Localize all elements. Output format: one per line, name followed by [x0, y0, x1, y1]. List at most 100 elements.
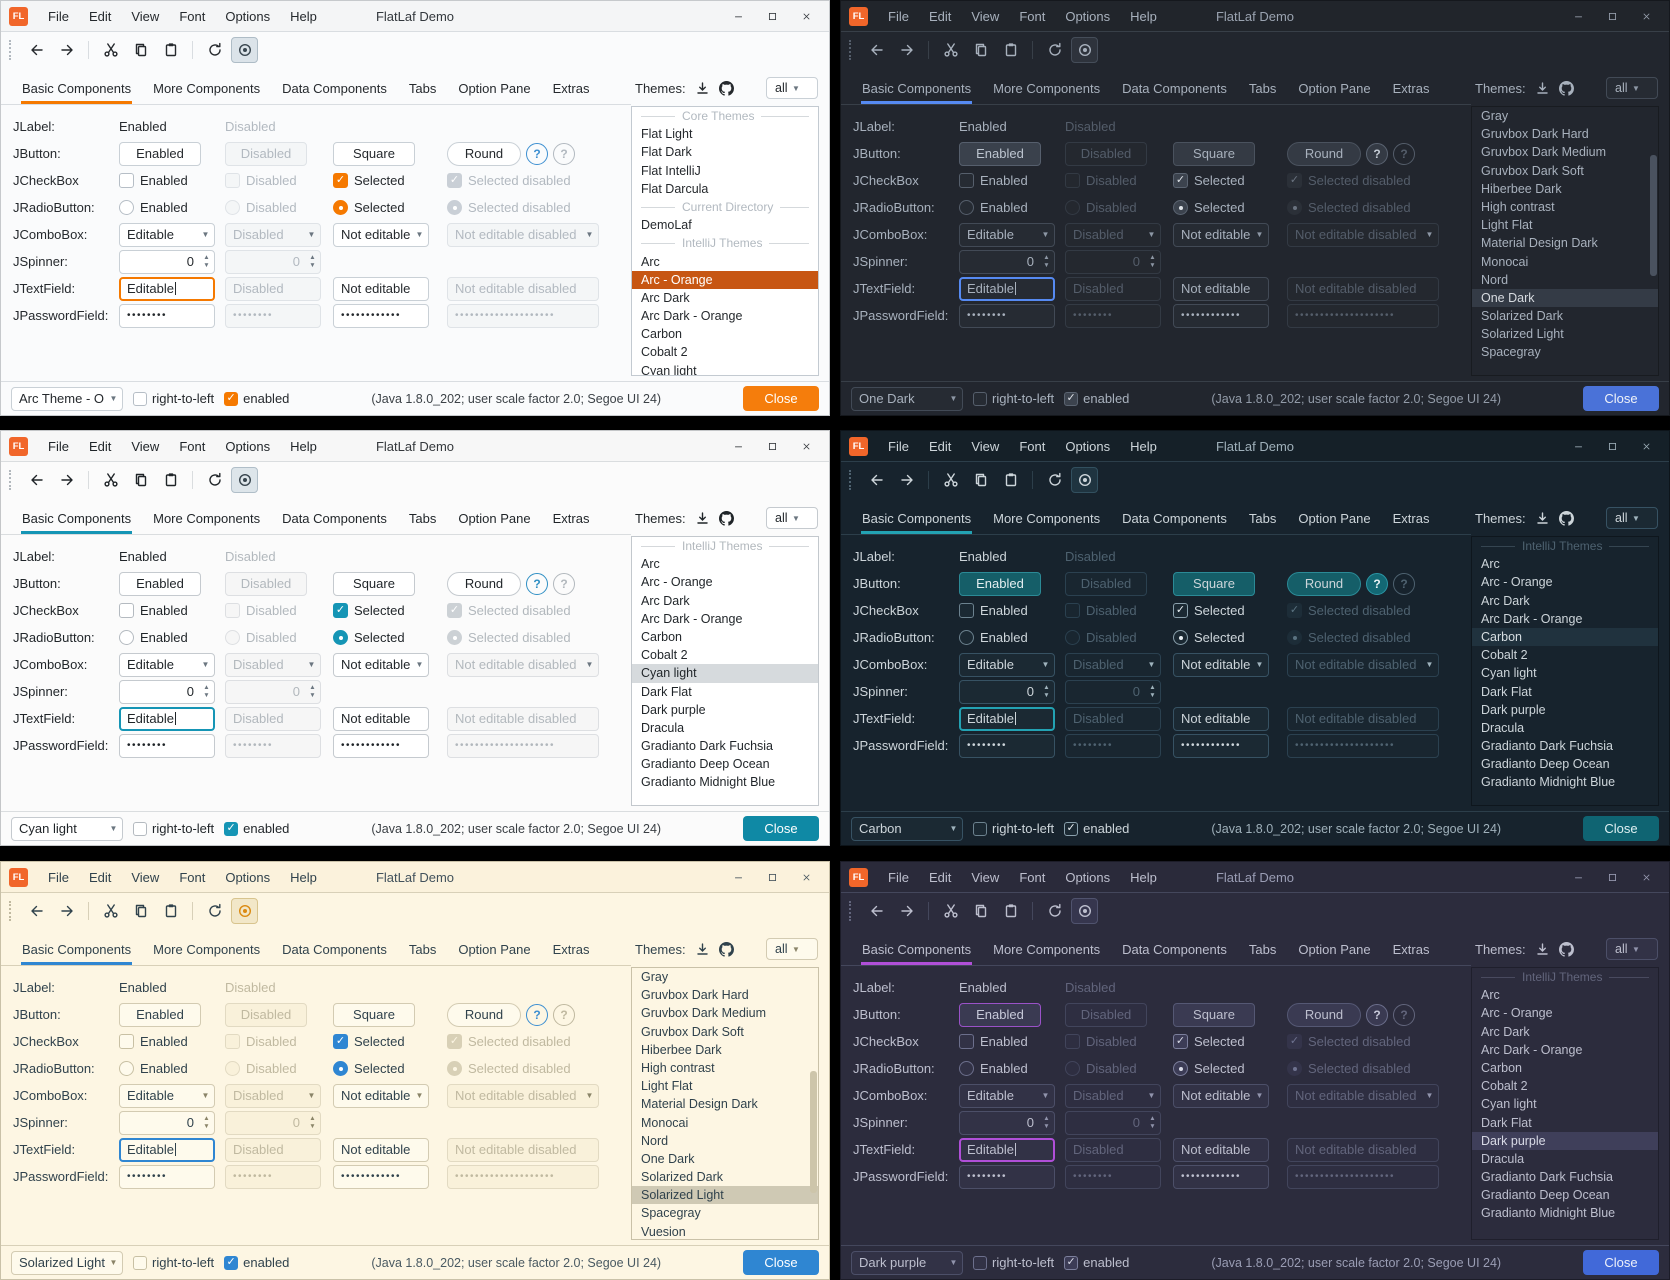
- back-icon[interactable]: [23, 37, 50, 63]
- menu-file[interactable]: File: [48, 438, 69, 454]
- checkbox-selected[interactable]: ✓ Selected: [1173, 603, 1245, 618]
- tab-tabs[interactable]: Tabs: [1248, 81, 1277, 96]
- textfield-editable[interactable]: Editable: [959, 1137, 1055, 1162]
- radio-enabled[interactable]: Enabled: [959, 1061, 1028, 1076]
- theme-list-item[interactable]: Gradianto Dark Fuchsia: [1481, 1170, 1614, 1185]
- combobox-not-editable[interactable]: Not editable ▼: [1173, 1083, 1269, 1108]
- theme-list-item[interactable]: Cobalt 2: [1481, 1079, 1528, 1094]
- theme-combobox[interactable]: Arc Theme - O... ▼: [11, 386, 123, 411]
- menu-options[interactable]: Options: [225, 869, 271, 885]
- copy-icon[interactable]: [967, 467, 994, 493]
- theme-list-item[interactable]: Monocai: [1481, 254, 1529, 269]
- button-round[interactable]: Round: [1287, 141, 1361, 166]
- close-button[interactable]: [789, 864, 823, 890]
- password-field[interactable]: ••••••••••••: [333, 303, 429, 328]
- theme-list-item[interactable]: One Dark: [641, 1151, 695, 1166]
- theme-list-item[interactable]: One Dark: [1472, 288, 1658, 308]
- github-icon[interactable]: [718, 941, 734, 957]
- paste-icon[interactable]: [997, 467, 1024, 493]
- menu-file[interactable]: File: [48, 8, 69, 24]
- theme-list-item[interactable]: Arc - Orange: [632, 270, 818, 289]
- theme-list-item[interactable]: Nord: [641, 1133, 669, 1148]
- theme-list-item[interactable]: Dracula: [641, 720, 685, 735]
- textfield-editable[interactable]: Editable: [119, 706, 215, 731]
- tab-basic-components[interactable]: Basic Components: [851, 934, 982, 965]
- cut-icon[interactable]: [937, 898, 964, 924]
- help-button[interactable]: ?: [526, 142, 548, 165]
- button-square[interactable]: Square: [333, 1002, 415, 1027]
- menu-font[interactable]: Font: [1019, 8, 1046, 24]
- minimize-button[interactable]: [1561, 433, 1595, 459]
- theme-list-item[interactable]: Light Flat: [641, 1079, 693, 1094]
- menu-edit[interactable]: Edit: [928, 438, 952, 454]
- theme-list-item[interactable]: Gradianto Deep Ocean: [1481, 757, 1610, 772]
- theme-list-item[interactable]: Vuesion: [641, 1224, 686, 1239]
- tab-data-components[interactable]: Data Components: [1122, 511, 1227, 526]
- tab-option-pane[interactable]: Option Pane: [1298, 511, 1371, 526]
- tab-option-pane[interactable]: Option Pane: [1298, 81, 1371, 96]
- maximize-button[interactable]: [1595, 864, 1629, 890]
- button-round[interactable]: Round: [1287, 1002, 1361, 1027]
- button-enabled[interactable]: Enabled: [119, 1002, 201, 1027]
- tab-option-pane[interactable]: Option Pane: [458, 942, 531, 957]
- tab-more-components[interactable]: More Components: [153, 81, 261, 96]
- theme-list-item[interactable]: Arc: [641, 254, 660, 269]
- theme-list-item[interactable]: Cyan light: [1481, 666, 1537, 681]
- menu-options[interactable]: Options: [1065, 869, 1111, 885]
- menu-options[interactable]: Options: [225, 8, 271, 24]
- theme-list-item[interactable]: Arc Dark - Orange: [641, 309, 743, 324]
- password-field[interactable]: ••••••••: [119, 303, 215, 328]
- show-icon[interactable]: [1071, 466, 1098, 493]
- scrollbar-thumb[interactable]: [1650, 155, 1657, 276]
- forward-icon[interactable]: [53, 898, 80, 924]
- theme-list-item[interactable]: Carbon: [641, 629, 682, 644]
- theme-list-item[interactable]: Monocai: [641, 1115, 689, 1130]
- radio-selected[interactable]: Selected: [1173, 630, 1245, 645]
- theme-list-item[interactable]: Dark Flat: [1481, 1115, 1532, 1130]
- help-button[interactable]: ?: [1393, 142, 1415, 165]
- menu-help[interactable]: Help: [1130, 8, 1157, 24]
- refresh-icon[interactable]: [201, 467, 228, 493]
- theme-list-item[interactable]: Gruvbox Dark Hard: [1481, 127, 1589, 142]
- help-button[interactable]: ?: [553, 142, 575, 165]
- menu-edit[interactable]: Edit: [88, 8, 112, 24]
- download-theme-button[interactable]: [1535, 81, 1550, 96]
- download-theme-button[interactable]: [695, 942, 710, 957]
- right-to-left-checkbox[interactable]: right-to-left: [133, 821, 214, 836]
- theme-list-item[interactable]: Arc - Orange: [1481, 1006, 1553, 1021]
- menu-edit[interactable]: Edit: [88, 438, 112, 454]
- checkbox-selected[interactable]: ✓ Selected: [1173, 173, 1245, 188]
- theme-list-item[interactable]: Hiberbee Dark: [641, 1042, 722, 1057]
- theme-list-item[interactable]: Arc Dark: [1481, 593, 1530, 608]
- help-button[interactable]: ?: [1366, 142, 1388, 165]
- toolbar-grip[interactable]: [849, 39, 852, 60]
- help-button[interactable]: ?: [553, 572, 575, 595]
- cut-icon[interactable]: [937, 467, 964, 493]
- show-icon[interactable]: [1071, 897, 1098, 924]
- checkbox-enabled[interactable]: Enabled: [119, 173, 188, 188]
- theme-list-item[interactable]: Flat IntelliJ: [641, 163, 701, 178]
- radio-enabled[interactable]: Enabled: [959, 630, 1028, 645]
- maximize-button[interactable]: [755, 433, 789, 459]
- tab-tabs[interactable]: Tabs: [408, 942, 437, 957]
- scrollbar-thumb[interactable]: [810, 1070, 817, 1193]
- radio-selected[interactable]: Selected: [1173, 1061, 1245, 1076]
- radio-enabled[interactable]: Enabled: [119, 200, 188, 215]
- forward-icon[interactable]: [53, 467, 80, 493]
- password-field[interactable]: ••••••••: [119, 733, 215, 758]
- theme-list-item[interactable]: Light Flat: [1481, 218, 1533, 233]
- password-field[interactable]: ••••••••••••: [1173, 1164, 1269, 1189]
- combobox-not-editable[interactable]: Not editable ▼: [1173, 652, 1269, 677]
- tab-data-components[interactable]: Data Components: [282, 511, 387, 526]
- theme-list-item[interactable]: Material Design Dark: [641, 1097, 758, 1112]
- copy-icon[interactable]: [127, 467, 154, 493]
- themes-filter-combobox[interactable]: all ▼: [1606, 938, 1658, 960]
- theme-list-item[interactable]: Gruvbox Dark Soft: [641, 1024, 744, 1039]
- menu-file[interactable]: File: [888, 8, 909, 24]
- paste-icon[interactable]: [997, 37, 1024, 63]
- tab-basic-components[interactable]: Basic Components: [11, 934, 142, 965]
- radio-selected[interactable]: Selected: [333, 200, 405, 215]
- forward-icon[interactable]: [893, 467, 920, 493]
- theme-list-item[interactable]: Nord: [1481, 272, 1509, 287]
- combobox-not-editable[interactable]: Not editable ▼: [333, 652, 429, 677]
